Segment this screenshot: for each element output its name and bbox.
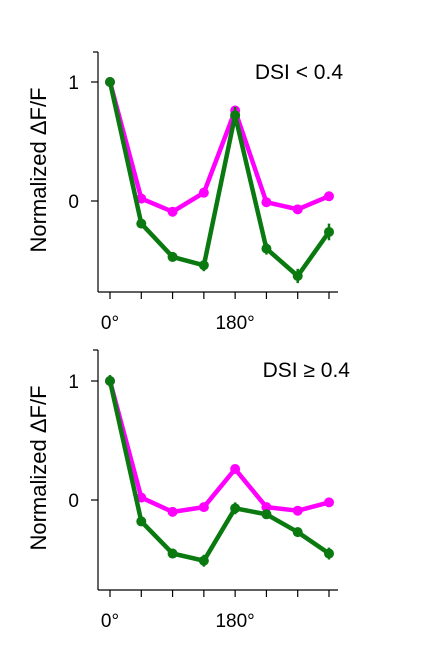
x-tick-label: 0° <box>101 313 119 334</box>
data-point <box>230 503 241 514</box>
x-tick-label: 180° <box>215 611 254 632</box>
x-tick-label: 180° <box>215 313 254 334</box>
dsi-annotation: DSI ≥ 0.4 <box>263 359 351 382</box>
data-point <box>198 502 209 513</box>
series-green <box>105 77 334 284</box>
series-green <box>105 375 334 567</box>
series-line-green <box>107 380 331 563</box>
data-point <box>292 527 303 538</box>
y-tick-label: 1 <box>68 372 79 393</box>
x-tick-label: 0° <box>101 611 119 632</box>
series-line-magenta <box>107 81 330 214</box>
data-point <box>292 270 303 281</box>
data-point <box>261 509 272 520</box>
data-point <box>324 497 334 508</box>
y-tick-label: 0 <box>68 491 79 512</box>
data-point <box>261 243 272 254</box>
data-point <box>198 555 209 566</box>
data-point <box>292 505 303 516</box>
data-point <box>167 548 178 559</box>
data-point <box>167 206 178 217</box>
data-point <box>136 516 147 527</box>
data-point <box>167 506 178 517</box>
y-axis-label: Normalized ΔF/F <box>26 87 51 252</box>
data-point <box>198 260 209 271</box>
data-point <box>198 187 209 198</box>
data-point <box>324 191 334 202</box>
y-tick-label: 1 <box>68 73 79 94</box>
data-point <box>261 502 272 513</box>
series-line-magenta <box>107 380 330 515</box>
data-point <box>230 464 241 475</box>
series-line-green <box>107 81 331 279</box>
data-point <box>167 251 178 262</box>
panel-top: 1 0 0° 180° Normalized ΔF/F DSI < 0.4 <box>26 51 343 334</box>
y-tick-label: 0 <box>68 192 79 213</box>
data-point <box>136 193 147 204</box>
data-point <box>292 204 303 215</box>
y-axis-label: Normalized ΔF/F <box>26 385 51 550</box>
data-point <box>105 77 115 87</box>
data-point <box>230 110 241 121</box>
data-point <box>136 218 147 229</box>
data-point <box>261 197 272 208</box>
dsi-annotation: DSI < 0.4 <box>255 61 343 84</box>
series-magenta <box>105 376 334 517</box>
data-point <box>105 376 115 386</box>
data-point <box>324 226 334 237</box>
data-point <box>324 548 334 559</box>
panel-bottom: 1 0 0° 180° Normalized ΔF/F DSI ≥ 0.4 <box>26 349 351 632</box>
